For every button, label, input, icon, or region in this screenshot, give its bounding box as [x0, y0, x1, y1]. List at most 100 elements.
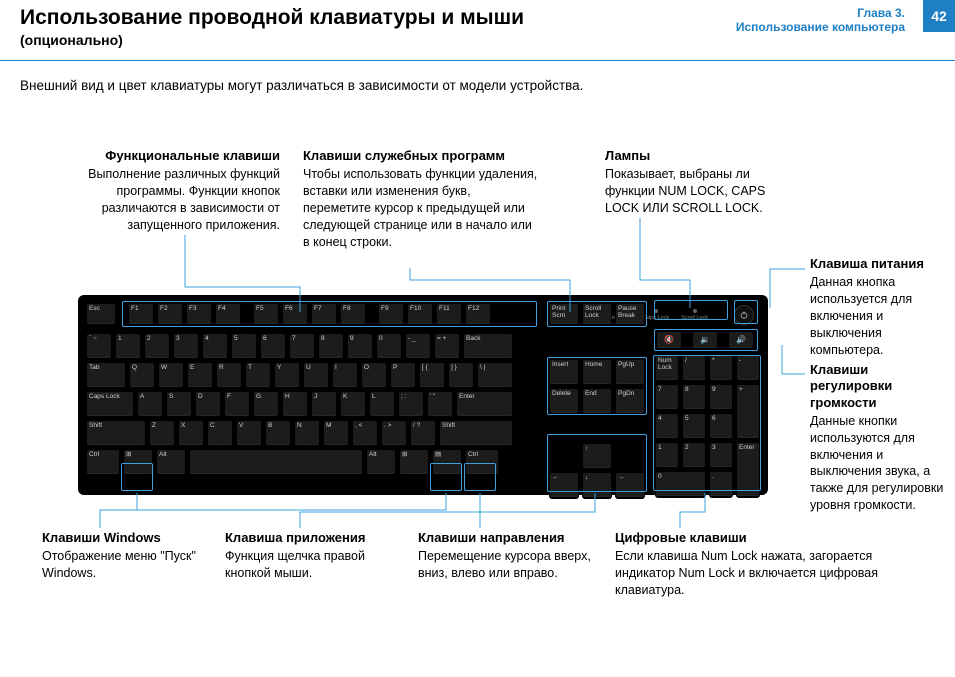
callout-title: Цифровые клавиши — [615, 530, 895, 546]
key-f7: F7 — [311, 303, 337, 325]
key-n: N — [294, 420, 320, 446]
key-f1: F1 — [128, 303, 154, 325]
key-: ↑ — [582, 443, 612, 469]
callout-desc: Данная кнопка используется для включения… — [810, 274, 950, 358]
key-: , < — [352, 420, 378, 446]
key-: ] } — [448, 362, 474, 388]
key-: = + — [434, 333, 460, 359]
key-scrolllock: Scroll Lock — [582, 303, 612, 325]
key-r: R — [216, 362, 242, 388]
key-row: ShiftZXCVBNM, <. >/ ?Shift — [86, 420, 541, 446]
key-esc: Esc — [86, 303, 116, 325]
led-label: Scroll Lock — [681, 315, 708, 321]
key-a: A — [137, 391, 163, 417]
key-: [ { — [419, 362, 445, 388]
key-j: J — [311, 391, 337, 417]
key-m: M — [323, 420, 349, 446]
key-: ← — [549, 472, 579, 498]
key-: ⊞ — [399, 449, 429, 475]
key — [189, 449, 363, 475]
key-ctrl: Ctrl — [86, 449, 120, 475]
key-row: ↑ — [549, 443, 647, 469]
key-alt: Alt — [366, 449, 396, 475]
key-b: B — [265, 420, 291, 446]
key-row: ←↓→ — [549, 472, 647, 498]
key-w: W — [158, 362, 184, 388]
key-k: K — [340, 391, 366, 417]
key-x: X — [178, 420, 204, 446]
key-l: L — [369, 391, 395, 417]
key-2: 2 — [682, 442, 706, 468]
key-z: Z — [149, 420, 175, 446]
key-: ; : — [398, 391, 424, 417]
key-h: H — [282, 391, 308, 417]
key-numlock: Num Lock — [655, 355, 679, 381]
key-: . — [709, 471, 733, 497]
callout-function-keys: Функциональные клавиши Выполнение различ… — [60, 148, 280, 234]
key-g: G — [253, 391, 279, 417]
key-: / — [682, 355, 706, 381]
key-o: O — [361, 362, 387, 388]
keyboard-inner: Num Lock Caps Lock Scroll Lock 🔇 🔉 🔊 Esc… — [86, 303, 760, 487]
callout-title: Клавиши служебных программ — [303, 148, 538, 164]
key-: → — [615, 472, 645, 498]
chapter-label: Глава 3. Использование компьютера — [736, 6, 905, 34]
key-4: 4 — [655, 413, 679, 439]
key-q: Q — [129, 362, 155, 388]
key-f11: F11 — [436, 303, 462, 325]
keyboard: Num Lock Caps Lock Scroll Lock 🔇 🔉 🔊 Esc… — [78, 295, 768, 495]
key-2: 2 — [144, 333, 170, 359]
callout-title: Функциональные клавиши — [60, 148, 280, 164]
key-: ' " — [427, 391, 453, 417]
key-v: V — [236, 420, 262, 446]
chapter-number: Глава 3. — [736, 6, 905, 20]
key-pausebreak: Pause Break — [615, 303, 645, 325]
key-8: 8 — [318, 333, 344, 359]
callout-power-key: Клавиша питания Данная кнопка использует… — [810, 256, 950, 359]
key-s: S — [166, 391, 192, 417]
key-i: I — [332, 362, 358, 388]
key-back: Back — [463, 333, 513, 359]
page-subtitle: (опционально) — [20, 32, 935, 48]
key-: + — [736, 384, 760, 439]
callout-desc: Перемещение курсора вверх, вниз, влево и… — [418, 548, 608, 582]
key-: ▤ — [432, 449, 462, 475]
key-row: EscF1F2F3F4F5F6F7F8F9F10F11F12 — [86, 303, 541, 325]
key-f4: F4 — [215, 303, 241, 325]
key-pgdn: PgDn — [615, 388, 645, 414]
key-0: 0 — [655, 471, 706, 497]
page: Использование проводной клавиатуры и мыш… — [0, 0, 955, 677]
key-row: InsertHomePgUp — [549, 359, 647, 385]
key-delete: Delete — [549, 388, 579, 414]
key-: ⊞ — [123, 449, 153, 475]
callout-desc: Если клавиша Num Lock нажата, загорается… — [615, 548, 895, 599]
callout-title: Лампы — [605, 148, 780, 164]
key-enter: Enter — [456, 391, 513, 417]
key-8: 8 — [682, 384, 706, 410]
key-p: P — [390, 362, 416, 388]
key-3: 3 — [173, 333, 199, 359]
key-end: End — [582, 388, 612, 414]
key-shift: Shift — [439, 420, 513, 446]
key-y: Y — [274, 362, 300, 388]
key-tab: Tab — [86, 362, 126, 388]
key-f12: F12 — [465, 303, 491, 325]
callout-desc: Чтобы использовать функции удаления, вст… — [303, 166, 538, 250]
key-c: C — [207, 420, 233, 446]
intro-text: Внешний вид и цвет клавиатуры могут разл… — [20, 78, 583, 93]
key-f10: F10 — [407, 303, 433, 325]
key-u: U — [303, 362, 329, 388]
key-5: 5 — [231, 333, 257, 359]
callout-title: Клавиши Windows — [42, 530, 202, 546]
key-f9: F9 — [378, 303, 404, 325]
callout-desc: Выполнение различных функций программы. … — [60, 166, 280, 234]
key-: * — [709, 355, 733, 381]
key-f3: F3 — [186, 303, 212, 325]
key-1: 1 — [655, 442, 679, 468]
chapter-text: Использование компьютера — [736, 20, 905, 34]
key-3: 3 — [709, 442, 733, 468]
key-enter: Enter — [736, 442, 760, 497]
key-vol-mute: 🔇 — [656, 331, 682, 349]
nav-key-block: Print ScrnScroll LockPause Break InsertHo… — [549, 303, 647, 487]
key-row: Print ScrnScroll LockPause Break — [549, 303, 647, 325]
